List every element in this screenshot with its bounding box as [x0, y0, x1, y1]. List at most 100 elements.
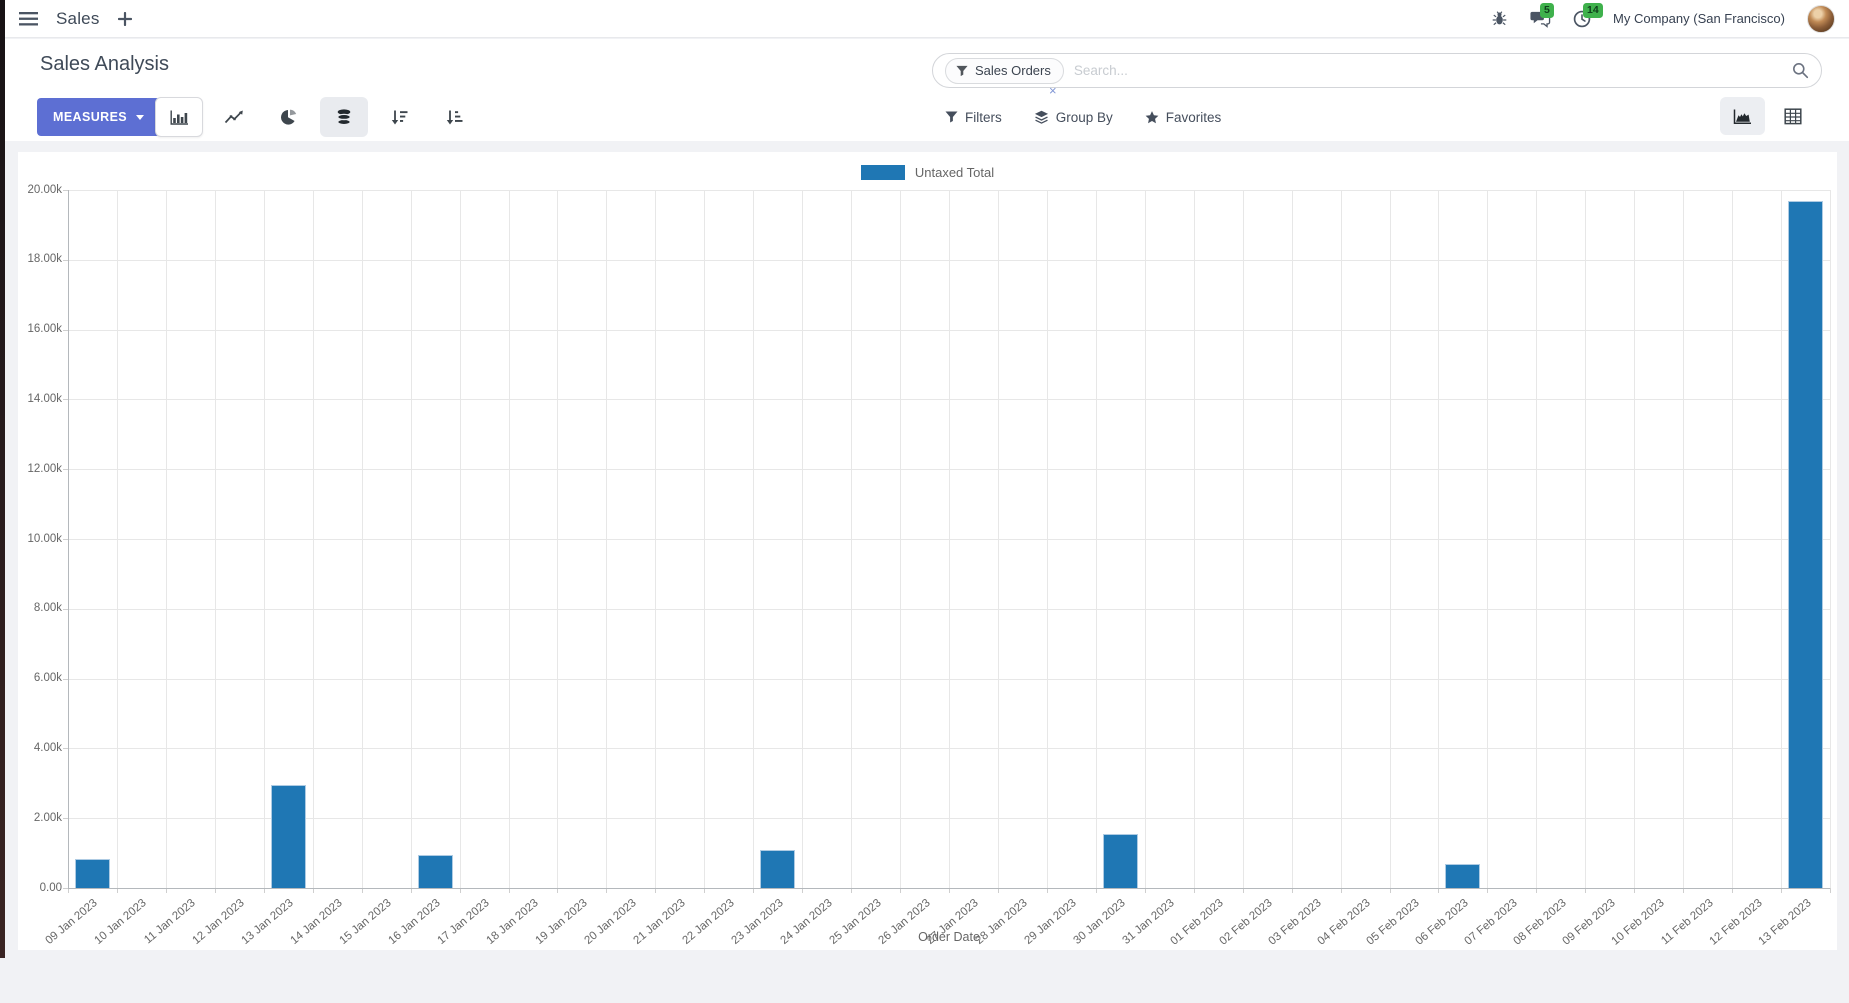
bar-chart-button[interactable]: [155, 97, 203, 137]
x-tick-mark: [949, 888, 950, 893]
x-tick-mark: [68, 888, 69, 893]
stacked-toggle-button[interactable]: [320, 97, 368, 137]
search-facet-sales-orders[interactable]: Sales Orders: [945, 57, 1064, 84]
x-tick-mark: [1046, 888, 1048, 893]
bar-chart-plot: 0.00 2.00k 4.00k 6.00k 8.00k 10.00k 12.00k 14.0…: [18, 152, 1837, 950]
activities-clock-icon[interactable]: 14: [1573, 2, 1603, 28]
page-title: Sales Analysis: [40, 53, 169, 75]
gridline: [1291, 190, 1293, 888]
gridline: [606, 190, 608, 888]
y-axis-line: [68, 190, 69, 889]
x-tick-mark: [704, 888, 706, 893]
bar-13-Jan-2023[interactable]: [270, 785, 306, 888]
line-chart-button[interactable]: [210, 97, 258, 137]
gridline: [1634, 190, 1636, 888]
gridline: [410, 190, 412, 888]
filters-menu[interactable]: Filters: [945, 110, 1002, 125]
gridline: [1242, 190, 1244, 888]
funnel-icon: [956, 65, 968, 76]
x-tick-mark: [1536, 888, 1538, 893]
debug-bug-icon[interactable]: [1491, 10, 1508, 27]
group-by-menu[interactable]: Group By: [1034, 110, 1113, 125]
search-bar[interactable]: Sales Orders ×: [932, 53, 1822, 97]
gridline: [1389, 190, 1391, 888]
x-tick-mark: [606, 888, 608, 893]
y-tick-mark: [63, 608, 68, 610]
x-tick-mark: [557, 888, 559, 893]
gridline: [949, 190, 950, 888]
bar-23-Jan-2023[interactable]: [760, 849, 796, 888]
x-tick-mark: [116, 888, 118, 893]
x-tick-mark: [459, 888, 461, 893]
graph-view-button[interactable]: [1720, 97, 1765, 135]
gridline: [1046, 190, 1048, 888]
gridline: [1585, 190, 1587, 888]
x-tick-mark: [1634, 888, 1636, 893]
y-tick-mark: [63, 329, 68, 331]
x-tick-mark: [1340, 888, 1342, 893]
gridline: [802, 190, 804, 888]
legend-label: Untaxed Total: [914, 165, 995, 180]
pivot-view-button[interactable]: [1770, 97, 1815, 135]
sort-descending-button[interactable]: [375, 97, 423, 137]
chevron-down-icon: [136, 114, 145, 120]
y-tick-mark: [63, 748, 68, 750]
messages-icon[interactable]: 5: [1530, 2, 1554, 28]
bar-06-Feb-2023[interactable]: [1445, 863, 1481, 888]
gridline: [851, 190, 853, 888]
gridline: [263, 190, 265, 888]
pie-chart-button[interactable]: [265, 97, 313, 137]
messages-count-badge: 5: [1540, 2, 1554, 18]
plus-tab-icon[interactable]: [117, 11, 132, 26]
app-menu-sales[interactable]: Sales: [56, 8, 100, 28]
measures-button[interactable]: MEASURES: [37, 98, 161, 136]
x-tick-mark: [900, 888, 902, 893]
y-tick-mark: [63, 539, 68, 540]
gridline: [508, 190, 510, 888]
x-tick-mark: [214, 888, 216, 893]
user-avatar[interactable]: [1807, 4, 1835, 33]
x-tick-mark: [1291, 888, 1293, 893]
activities-count-badge: 14: [1583, 2, 1603, 18]
search-input[interactable]: [1073, 63, 1792, 78]
gridline: [1781, 190, 1783, 888]
x-tick-mark: [312, 888, 314, 893]
navbar: Sales 5 14 My Company (San Francisco): [5, 0, 1849, 38]
gridline: [361, 190, 363, 888]
x-axis-line: [68, 888, 1830, 889]
y-tick-label: 18.00k: [27, 253, 62, 266]
favorites-label: Favorites: [1165, 109, 1222, 125]
gridline: [459, 190, 461, 888]
bar-16-Jan-2023[interactable]: [417, 855, 453, 888]
y-tick-label: 14.00k: [27, 392, 62, 405]
chart-legend[interactable]: Untaxed Total: [18, 165, 1837, 180]
gridline: [1732, 190, 1734, 888]
chart-card: Untaxed Total 0.00 2.00k 4.00k 6.00k 8.00k 10…: [18, 152, 1837, 950]
chart-type-toolbar: [155, 97, 478, 137]
hamburger-menu-icon[interactable]: [19, 11, 38, 26]
bar-09-Jan-2023[interactable]: [74, 859, 110, 888]
gridline: [704, 190, 706, 888]
company-switcher[interactable]: My Company (San Francisco): [1613, 11, 1785, 26]
gridline: [900, 190, 902, 888]
search-facet-label: Sales Orders: [975, 63, 1051, 78]
gridline: [312, 190, 314, 888]
control-panel: Sales Analysis Sales Orders × MEASURES: [5, 39, 1849, 141]
sort-ascending-button[interactable]: [430, 97, 478, 137]
y-tick-label: 16.00k: [27, 323, 62, 336]
navbar-left: Sales: [5, 9, 132, 29]
y-tick-label: 10.00k: [27, 532, 62, 545]
favorites-menu[interactable]: Favorites: [1145, 109, 1222, 125]
x-tick-mark: [508, 888, 510, 893]
y-tick-label: 8.00k: [33, 602, 62, 615]
search-icon[interactable]: [1792, 62, 1809, 79]
bar-30-Jan-2023[interactable]: [1102, 833, 1138, 888]
bar-13-Feb-2023[interactable]: [1788, 200, 1824, 888]
desktop-edge-strip: [0, 0, 5, 958]
y-tick-label: 6.00k: [33, 672, 62, 685]
facet-remove-icon[interactable]: ×: [1049, 83, 1057, 98]
gridline: [1340, 190, 1342, 888]
y-tick-label: 2.00k: [33, 811, 62, 824]
gridline: [165, 190, 167, 888]
search-options: Filters Group By Favorites: [945, 97, 1221, 137]
